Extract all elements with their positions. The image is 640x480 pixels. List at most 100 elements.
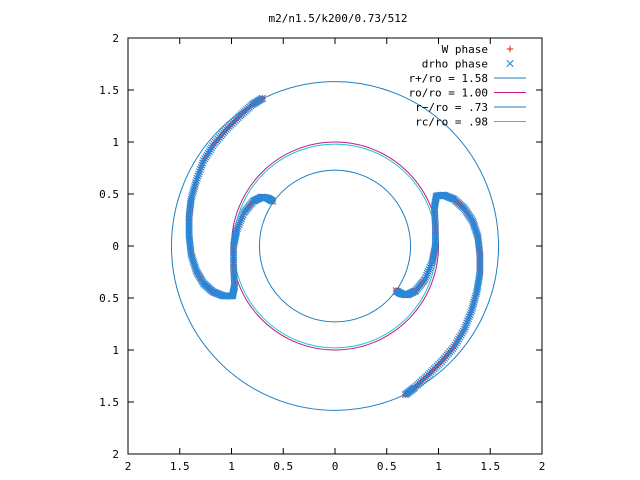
marker-s2-a1-53 [193, 174, 201, 182]
y-tick-label-7: 1.5 [99, 396, 119, 409]
chart-title: m2/n1.5/k200/0.73/512 [268, 12, 407, 25]
marker-s2-a2-176 [424, 267, 432, 276]
marker-s2-a1-60 [189, 189, 197, 197]
legend-symbol-1 [506, 45, 514, 53]
marker-s2-a1-174 [235, 220, 243, 229]
marker-s2-a2-40 [455, 335, 463, 343]
marker-s2-a1-45 [199, 157, 208, 165]
x-tick-label-2: 1 [228, 460, 235, 473]
marker-s2-a2-38 [452, 339, 460, 347]
marker-s2-a1-61 [188, 191, 196, 199]
marker-s2-a1-48 [197, 163, 205, 171]
marker-s2-a2-58 [470, 298, 478, 306]
marker-s2-a1-143 [230, 283, 238, 291]
marker-s2-a2-51 [465, 313, 473, 321]
legend-label-5: r−/ro = .73 [415, 101, 488, 114]
marker-s2-a2-46 [461, 323, 469, 331]
marker-s2-a2-61 [472, 292, 480, 300]
marker-s2-a2-216 [392, 287, 400, 295]
legend-label-6: rc/ro = .98 [415, 116, 488, 129]
marker-s2-a2-143 [431, 202, 439, 210]
marker-s2-a1-178 [238, 213, 246, 221]
marker-s2-a2-60 [471, 294, 479, 302]
reference-circles [170, 81, 500, 411]
marker-s2-a2-59 [470, 296, 479, 304]
marker-s2-a1-216 [269, 197, 277, 205]
circle-2 [231, 141, 439, 351]
marker-s2-a2-56 [469, 302, 477, 310]
y-tick-label-4: 0 [112, 240, 119, 253]
marker-s2-a2-173 [427, 261, 435, 270]
data-markers [185, 94, 484, 399]
marker-s2-a2-172 [427, 259, 436, 268]
marker-s2-a2-36 [450, 343, 458, 351]
y-tick-label-3: 0.5 [99, 188, 119, 201]
marker-s2-a2-41 [456, 333, 464, 341]
marker-s2-a1-54 [192, 176, 200, 185]
axis-ticks: 2 1.5 1 0.5 0 0.5 1 1.5 221.510.500.511.52 [99, 32, 545, 473]
marker-s2-a1-55 [192, 178, 200, 187]
marker-s2-a2-43 [458, 329, 466, 337]
marker-s2-a1-50 [195, 168, 204, 176]
marker-s2-a1-59 [189, 187, 198, 195]
marker-s2-a2-44 [459, 327, 467, 335]
marker-s2-a2-174 [426, 263, 434, 272]
marker-s2-a2-49 [464, 317, 472, 325]
circle-1 [170, 81, 500, 411]
marker-s2-a1-51 [195, 170, 203, 178]
y-tick-label-2: 1 [112, 136, 119, 149]
y-tick-label-0: 2 [112, 32, 119, 45]
marker-s2-a2-52 [466, 311, 474, 319]
x-tick-label-0: 2 [125, 460, 132, 473]
x-tick-label-5: 0.5 [377, 460, 397, 473]
marker-s2-a1-56 [191, 181, 199, 189]
marker-s2-a1-177 [237, 215, 246, 223]
marker-s2-a2-50 [464, 315, 472, 323]
marker-s2-a2-37 [451, 341, 459, 349]
marker-s2-a1-172 [233, 224, 242, 233]
marker-s2-a1-58 [190, 185, 198, 193]
y-tick-label-1: 1.5 [99, 84, 119, 97]
marker-s2-a1-176 [237, 216, 245, 225]
marker-s2-a1-171 [233, 226, 241, 234]
marker-s2-a2-45 [460, 325, 468, 333]
circle-4 [233, 143, 437, 349]
marker-s2-a2-42 [457, 331, 465, 339]
legend-symbol-2 [506, 59, 514, 68]
y-tick-label-6: 1 [112, 344, 119, 357]
legend-label-3: r+/ro = 1.58 [409, 72, 488, 85]
series-2 [185, 94, 484, 399]
marker-s2-a2-47 [462, 321, 470, 329]
y-tick-label-5: 0.5 [99, 292, 119, 305]
marker-s2-a2-57 [469, 300, 477, 308]
marker-s2-a2-177 [423, 269, 432, 277]
circle-3 [258, 169, 412, 323]
y-tick-label-8: 2 [112, 448, 119, 461]
marker-s2-a2-175 [425, 265, 433, 274]
marker-s2-a1-52 [194, 172, 202, 180]
marker-s2-a2-54 [468, 306, 476, 315]
legend-label-4: ro/ro = 1.00 [409, 87, 488, 100]
marker-s2-a2-179 [422, 273, 430, 281]
marker-s2-a2-48 [463, 319, 471, 327]
x-tick-label-8: 2 [539, 460, 546, 473]
marker-s2-a2-171 [428, 258, 436, 266]
marker-s2-a1-173 [234, 222, 242, 231]
marker-s2-a1-47 [198, 161, 206, 169]
legend-label-2: drho phase [422, 58, 488, 71]
marker-s2-a2-53 [467, 308, 475, 317]
marker-s2-a2-39 [453, 337, 462, 345]
marker-s2-a2-55 [468, 304, 476, 312]
x-tick-label-4: 0 [332, 460, 339, 473]
x-tick-label-7: 1.5 [480, 460, 500, 473]
marker-s2-a1-46 [199, 159, 207, 167]
legend-label-1: W phase [442, 43, 488, 56]
marker-s2-a2-62 [472, 290, 480, 298]
x-tick-label-6: 1 [435, 460, 442, 473]
marker-s2-a1-175 [236, 218, 244, 227]
x-tick-label-1: 1.5 [170, 460, 190, 473]
marker-s2-a1-49 [196, 165, 204, 174]
marker-s2-a2-178 [423, 271, 431, 279]
